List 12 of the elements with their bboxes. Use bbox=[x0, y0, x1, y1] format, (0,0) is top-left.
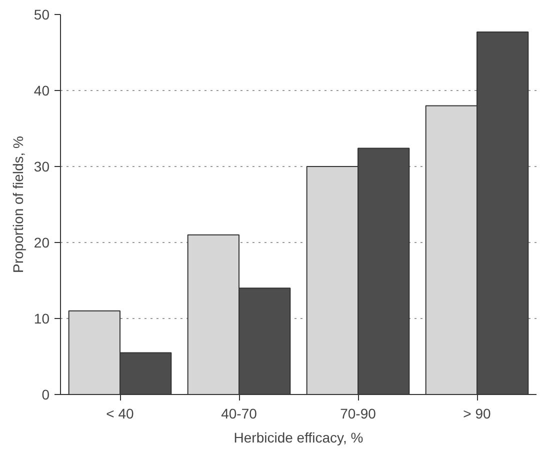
y-tick-label: 30 bbox=[34, 158, 50, 174]
y-tick-label: 0 bbox=[42, 386, 50, 402]
y-tick-label: 50 bbox=[34, 6, 50, 22]
y-axis-title: Proportion of fields, % bbox=[10, 136, 26, 273]
y-tick-label: 20 bbox=[34, 234, 50, 250]
x-tick-label: 40-70 bbox=[221, 406, 258, 422]
x-axis-title: Herbicide efficacy, % bbox=[234, 430, 364, 446]
y-tick-label: 40 bbox=[34, 82, 50, 98]
y-tick-label: 10 bbox=[34, 310, 50, 326]
x-tick-label: < 40 bbox=[106, 406, 134, 422]
x-tick-label: 70-90 bbox=[340, 406, 376, 422]
x-tick-label: > 90 bbox=[463, 406, 492, 422]
